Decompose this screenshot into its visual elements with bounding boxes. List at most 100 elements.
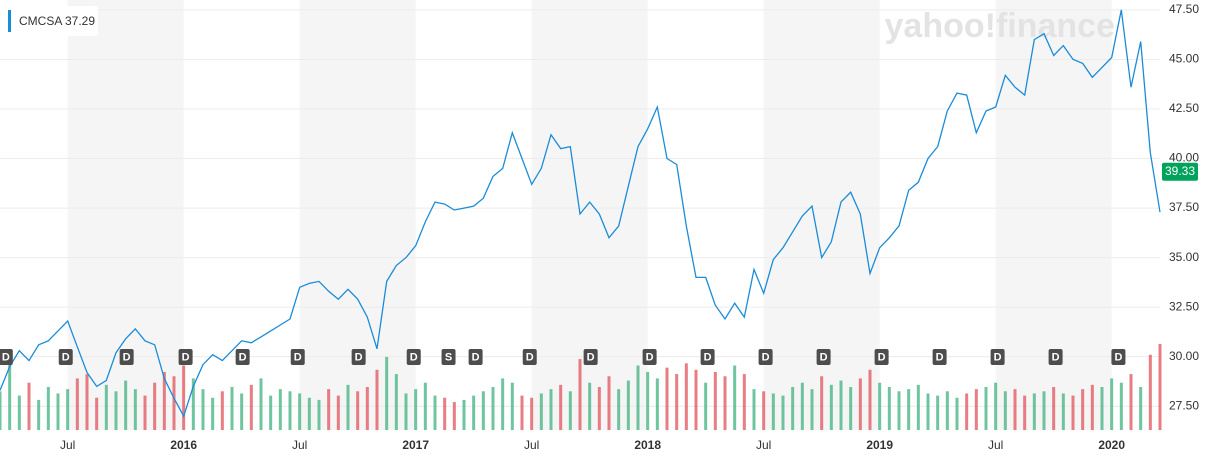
event-marker xyxy=(235,349,250,365)
x-tick-label: Jul xyxy=(756,438,771,452)
event-marker xyxy=(522,349,537,365)
event-label: D xyxy=(646,351,654,363)
volume-bar xyxy=(452,402,456,430)
legend-box xyxy=(0,6,98,36)
event-label: D xyxy=(2,351,10,363)
event-label: D xyxy=(820,351,828,363)
event-label: D xyxy=(410,351,418,363)
price xyxy=(0,9,1161,418)
volume-bar xyxy=(327,389,331,430)
x-tick-label: 2019 xyxy=(866,438,893,452)
volume-bar xyxy=(269,395,273,430)
price-badge-label: 39.33 xyxy=(1165,164,1195,178)
volume-bar xyxy=(259,378,263,430)
volume-bar xyxy=(1023,395,1027,430)
event-marker xyxy=(932,349,947,365)
volume-bar xyxy=(249,384,253,430)
event-marker xyxy=(119,349,134,365)
y-tick-label: 47.50 xyxy=(1169,2,1199,16)
volume-bar xyxy=(491,387,495,430)
volume-bar xyxy=(375,369,379,430)
volume-bar xyxy=(800,382,804,430)
y-tick-label: 32.50 xyxy=(1169,299,1199,313)
volume-bar xyxy=(597,387,601,430)
y-tick-label: 30.00 xyxy=(1169,349,1199,363)
event-label: S xyxy=(445,351,452,363)
x-tick-label: 2020 xyxy=(1098,438,1125,452)
volume-bar xyxy=(994,382,998,430)
volume-bar xyxy=(1052,387,1056,430)
volume-bar xyxy=(675,374,679,430)
y-tick-label: 42.50 xyxy=(1169,101,1199,115)
volume-bar xyxy=(27,382,31,430)
event-label: D xyxy=(355,351,363,363)
volume-bar xyxy=(336,395,340,430)
volume-bar xyxy=(1110,378,1114,430)
volume-bar xyxy=(617,389,621,430)
volume-bar xyxy=(655,378,659,430)
event-marker xyxy=(58,349,73,365)
volume-bar xyxy=(162,371,166,430)
volume-bar xyxy=(588,382,592,430)
volume-bar xyxy=(568,391,572,430)
volume-bar xyxy=(762,391,766,430)
volume-bar xyxy=(346,384,350,430)
event-marker xyxy=(1111,349,1126,365)
event-label: D xyxy=(239,351,247,363)
x-tick-label: 2018 xyxy=(634,438,661,452)
volume-bar xyxy=(713,371,717,430)
event-marker xyxy=(406,349,421,365)
event-label: D xyxy=(762,351,770,363)
event-marker xyxy=(1048,349,1063,365)
volume-bar xyxy=(182,365,186,430)
volume-bar xyxy=(839,380,843,430)
volume-bar xyxy=(752,389,756,430)
volume-bar xyxy=(66,389,70,430)
volume-bar xyxy=(820,376,824,430)
volume-bar xyxy=(791,387,795,430)
volume-bar xyxy=(1158,344,1162,430)
volume-bar xyxy=(530,397,534,430)
volume-bar xyxy=(472,395,476,430)
volume-bar xyxy=(549,389,553,430)
event-label: D xyxy=(878,351,886,363)
grid xyxy=(0,9,1160,407)
volume-bar xyxy=(133,389,137,430)
volume-bar xyxy=(172,376,176,430)
legend: CMCSA 37.29 xyxy=(0,6,98,36)
event-label: D xyxy=(1052,351,1060,363)
volume-bar xyxy=(684,363,688,430)
volume-bar xyxy=(1013,389,1017,430)
volume-bar xyxy=(868,369,872,430)
volume-bar xyxy=(1003,391,1007,430)
event-label: D xyxy=(123,351,131,363)
volume-bar xyxy=(539,393,543,430)
price-line xyxy=(0,9,1161,418)
volume-bar xyxy=(365,387,369,430)
event-label: D xyxy=(994,351,1002,363)
band xyxy=(531,0,648,430)
volume-bar xyxy=(646,371,650,430)
band xyxy=(763,0,880,430)
volume-bar xyxy=(636,365,640,430)
legend-name: CMCSA xyxy=(19,14,62,28)
volume-bar xyxy=(201,389,205,430)
volume-bar xyxy=(1071,395,1075,430)
event-marker xyxy=(874,349,889,365)
event-marker xyxy=(441,349,456,365)
volume-bar xyxy=(1032,393,1036,430)
event-marker xyxy=(816,349,831,365)
volume-bar xyxy=(1042,391,1046,430)
volume-bar xyxy=(771,393,775,430)
volume-bar xyxy=(153,382,157,430)
volume-bar xyxy=(829,384,833,430)
event-marker xyxy=(290,349,305,365)
volume-bar xyxy=(1148,354,1152,430)
volume-bar xyxy=(723,376,727,430)
y-tick-label: 27.50 xyxy=(1169,398,1199,412)
y-tick-label: 45.00 xyxy=(1169,52,1199,66)
event-marker xyxy=(468,349,483,365)
x-tick-label: Jul xyxy=(60,438,75,452)
